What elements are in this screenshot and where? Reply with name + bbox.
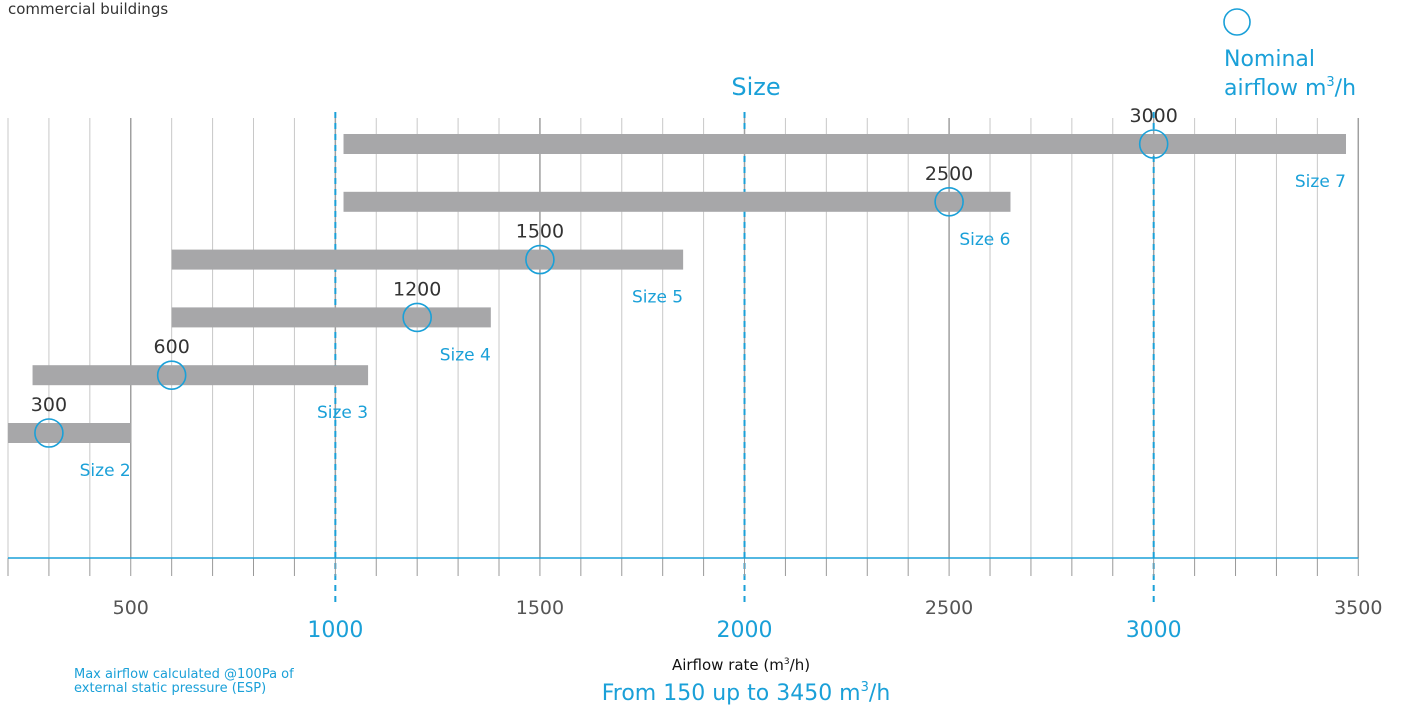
nominal-value-label: 2500 [925, 163, 973, 185]
size-label: Size 5 [632, 288, 683, 308]
nominal-marker [34, 418, 64, 448]
grid-lines [7, 118, 1360, 558]
x-tick-label: 1500 [516, 597, 564, 619]
x-tick-labels: 500 1500 2500 3500 1000 2000 3000 [113, 597, 1383, 643]
nominal-marker [156, 360, 187, 391]
size-label: Size 6 [959, 230, 1010, 250]
range-bars: 3000 Size 7 2500 Size 6 1500 Size 5 1200 Size 4… [8, 105, 1346, 481]
x-tick-label: 3500 [1334, 597, 1382, 619]
nominal-marker [525, 244, 555, 275]
circle-outline-icon [1223, 8, 1251, 36]
size-label: Size 4 [440, 345, 491, 365]
esp-note-line-1: Max airflow calculated @100Pa of [74, 667, 294, 682]
range-bar [8, 423, 131, 443]
esp-note: Max airflow calculated @100Pa of externa… [74, 668, 294, 696]
x-tick-label: 500 [113, 597, 149, 619]
nominal-value-label: 300 [31, 394, 67, 416]
esp-note-line-2: external static pressure (ESP) [74, 681, 267, 696]
range-bar [171, 249, 684, 270]
range-subtitle: From 150 up to 3450 m3/h [602, 680, 891, 706]
x-axis [7, 557, 1359, 576]
size-label: Size 7 [1295, 172, 1346, 192]
nominal-marker [1138, 129, 1169, 159]
range-bar [171, 307, 491, 328]
x-tick-label-major: 3000 [1126, 618, 1182, 643]
size-header: Size [731, 73, 780, 101]
range-bar [32, 365, 369, 386]
x-tick-label-major: 1000 [307, 618, 363, 643]
nominal-value-label: 1200 [393, 278, 441, 300]
x-tick-label: 2500 [925, 597, 973, 619]
x-tick-label-major: 2000 [717, 618, 773, 643]
nominal-value-label: 600 [154, 336, 190, 358]
size-label: Size 3 [317, 403, 368, 423]
legend: Nominal airflow m3/h [1223, 8, 1356, 101]
top-caption: commercial buildings [8, 0, 169, 18]
size-label: Size 2 [80, 461, 131, 481]
nominal-marker [402, 302, 432, 333]
x-axis-label: Airflow rate (m3/h) [672, 656, 810, 674]
range-bar [343, 191, 1011, 212]
nominal-value-label: 3000 [1130, 105, 1178, 127]
range-bar [343, 134, 1346, 154]
nominal-marker [934, 187, 964, 217]
nominal-value-label: 1500 [516, 221, 564, 243]
legend-line-2: airflow m3/h [1224, 75, 1356, 101]
legend-line-1: Nominal [1224, 47, 1315, 72]
